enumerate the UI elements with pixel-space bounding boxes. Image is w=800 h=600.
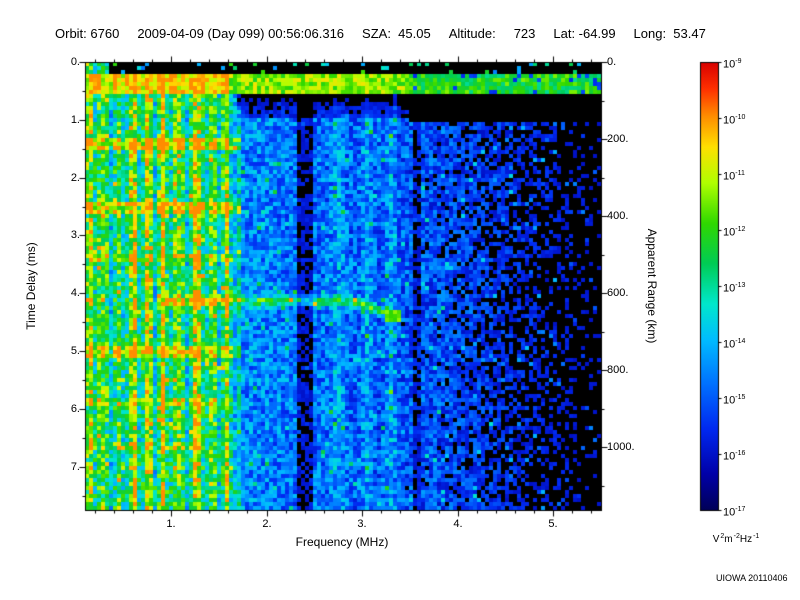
credit-text: UIOWA 20110406	[716, 573, 788, 583]
header-info: Orbit: 6760 2009-04-09 (Day 099) 00:56:0…	[55, 26, 706, 41]
sza-value: SZA: 45.05	[362, 26, 431, 41]
x-axis-title-frequency: Frequency (MHz)	[295, 535, 389, 549]
altitude-value: 723	[513, 26, 536, 41]
datetime-value: 2009-04-09 (Day 099) 00:56:06.316	[137, 26, 345, 41]
altitude-label: Altitude:	[448, 26, 496, 41]
colorbar-unit-label: V2m-2Hz-1	[712, 533, 760, 546]
orbit-value: Orbit: 6760	[55, 26, 120, 41]
y-axis-title-time-delay: Time Delay (ms)	[24, 242, 38, 330]
y-axis-title-apparent-range: Apparent Range (km)	[645, 228, 659, 344]
latitude-value: Lat: -64.99	[553, 26, 616, 41]
longitude-value: Long: 53.47	[633, 26, 706, 41]
